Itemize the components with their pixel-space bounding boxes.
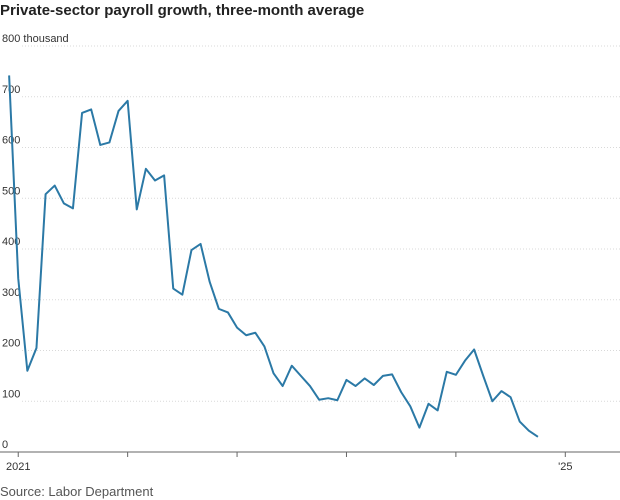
x-tick-label-0: 2021 [6,461,30,473]
x-tick-label-5: '25 [558,461,572,473]
source-note: Source: Labor Department [0,484,154,499]
gridlines [22,45,620,402]
y-tick-label-300: 300 [2,287,20,299]
y-tick-label-0: 0 [2,439,8,451]
x-axis [0,451,620,457]
y-tick-label-100: 100 [2,388,20,400]
chart-title: Private-sector payroll growth, three-mon… [0,2,365,19]
series-layer [8,75,539,438]
y-tick-label-500: 500 [2,185,20,197]
series-line-0 [8,75,539,438]
y-tick-label-800: 800 thousand [2,33,69,45]
y-tick-label-700: 700 [2,84,20,96]
y-tick-label-200: 200 [2,338,20,350]
x-axis-tick-labels: 2021 '25 [6,461,572,473]
